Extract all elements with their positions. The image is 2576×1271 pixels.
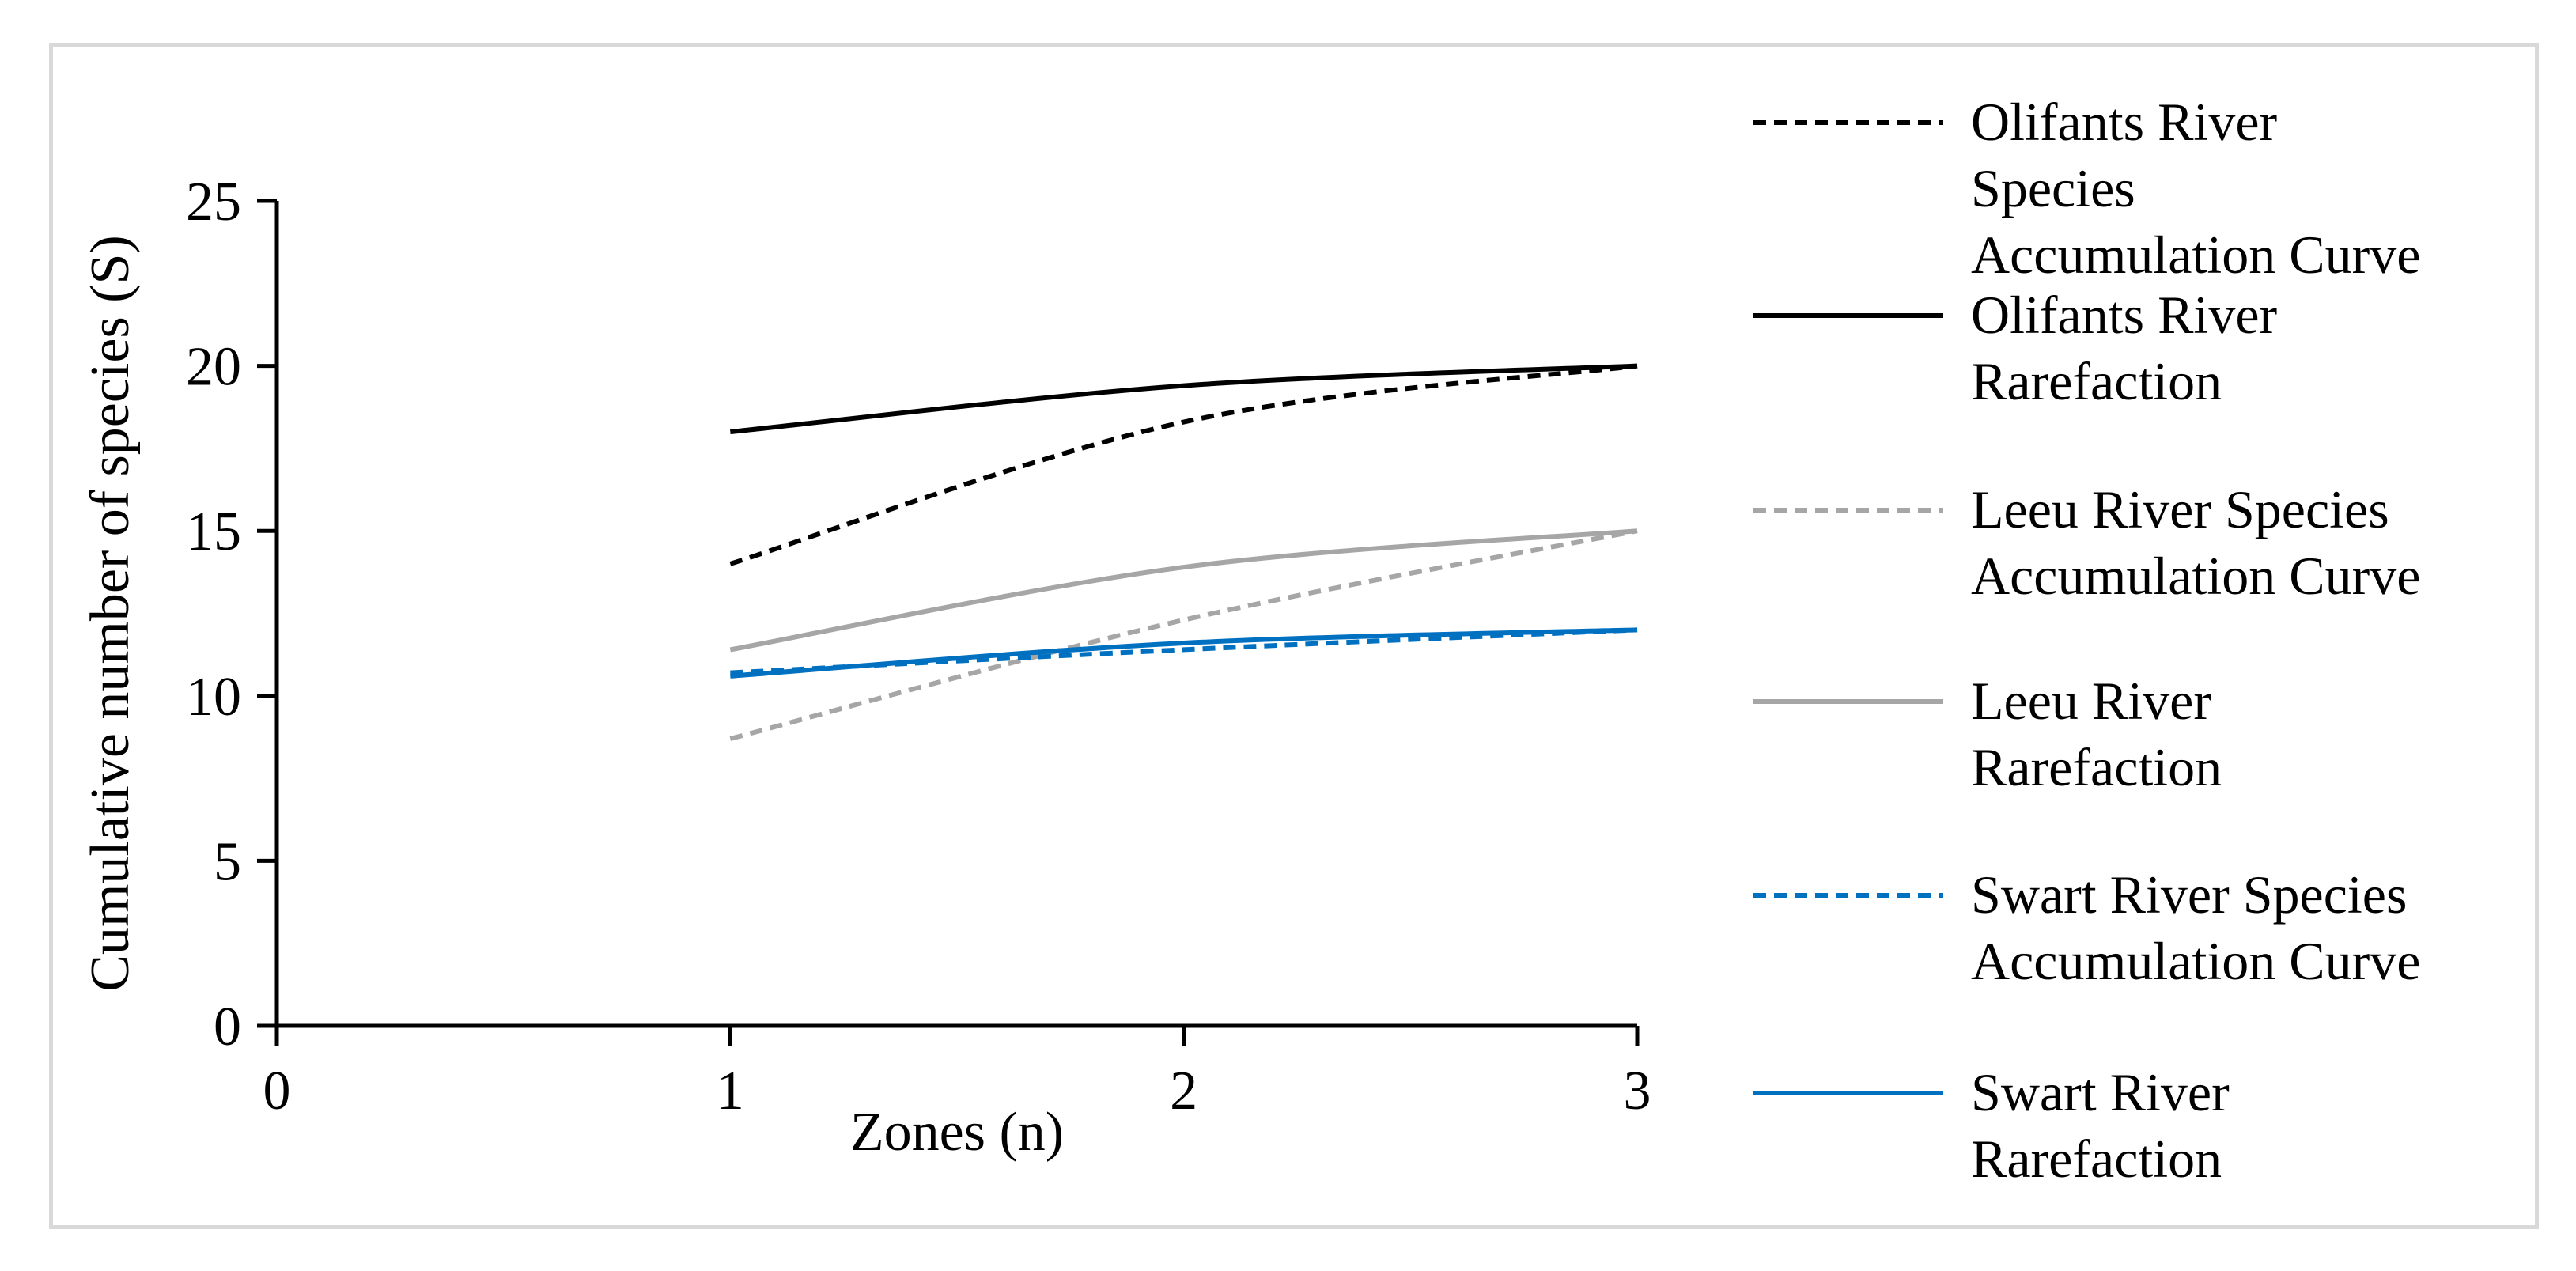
legend-label: Swart River Species xyxy=(1971,864,2407,925)
y-tick-label: 10 xyxy=(186,667,241,728)
x-tick-label: 2 xyxy=(1170,1061,1197,1122)
legend-label: Rarefaction xyxy=(1971,351,2222,411)
legend-label: Accumulation Curve xyxy=(1971,225,2420,285)
legend-label: Swart River xyxy=(1971,1062,2230,1122)
legend-label: Leeu River Species xyxy=(1971,479,2389,539)
y-tick-label: 15 xyxy=(186,501,241,562)
y-axis-title: Cumulative number of species (S) xyxy=(80,235,141,991)
legend-label: Olifants River xyxy=(1971,285,2278,345)
y-tick-label: 20 xyxy=(186,337,241,398)
y-tick-label: 0 xyxy=(214,997,241,1057)
legend-entry-6: Swart River Rarefaction xyxy=(1753,1062,2230,1189)
x-axis-title: Zones (n) xyxy=(850,1102,1064,1163)
series-line-1 xyxy=(729,363,1638,566)
x-tick-label: 1 xyxy=(717,1061,744,1122)
chart-frame: 0 5 10 15 20 25 0 1 2 3 Zones (n) Cumulative numb… xyxy=(49,43,2539,1229)
legend-label: Rarefaction xyxy=(1971,737,2222,797)
legend-label: Accumulation Curve xyxy=(1971,931,2420,991)
x-tick-label: 0 xyxy=(263,1061,291,1122)
legend-label: Species xyxy=(1971,158,2135,218)
axes: 0 5 10 15 20 25 0 1 2 3 xyxy=(186,172,1651,1122)
series-line-4 xyxy=(729,528,1638,653)
y-tick-label: 25 xyxy=(186,172,241,233)
series-line-6 xyxy=(730,627,1638,679)
y-tick-label: 5 xyxy=(214,831,241,892)
legend-entry-3: Leeu River Species Accumulation Curve xyxy=(1753,479,2420,606)
x-tick-label: 3 xyxy=(1624,1061,1651,1122)
series-line-2 xyxy=(730,363,1638,435)
legend-label: Olifants River xyxy=(1971,92,2278,152)
legend-label: Rarefaction xyxy=(1971,1129,2222,1189)
series-layer xyxy=(729,363,1638,741)
line-chart: 0 5 10 15 20 25 0 1 2 3 Zones (n) Cumulative numb… xyxy=(80,92,2420,1189)
legend-label: Accumulation Curve xyxy=(1971,546,2420,606)
legend-label: Leeu River xyxy=(1971,671,2211,731)
